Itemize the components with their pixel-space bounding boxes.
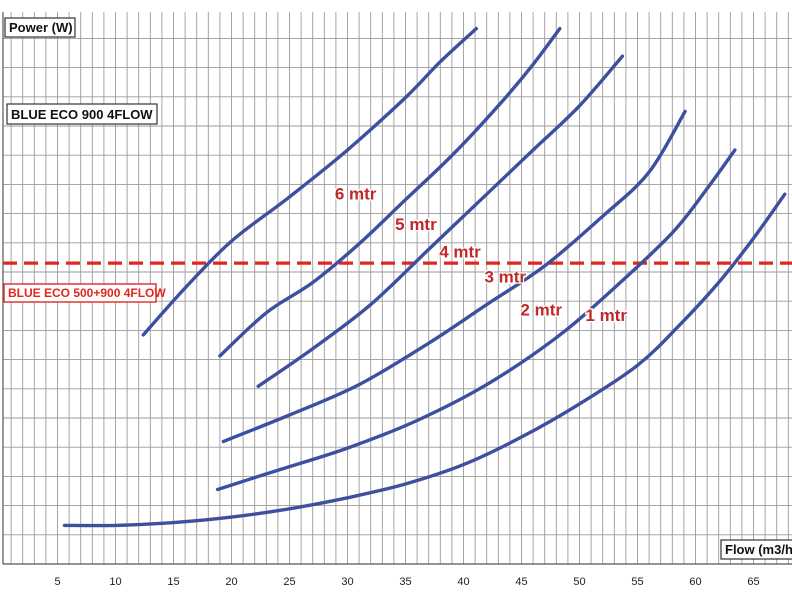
- x-tick-label: 60: [689, 576, 701, 588]
- x-tick-label: 65: [747, 576, 759, 588]
- curve-2-mtr: [215, 148, 737, 492]
- x-tick-label: 25: [283, 576, 295, 588]
- series-label-6-mtr: 6 mtr: [335, 185, 377, 204]
- x-tick-label: 45: [515, 576, 527, 588]
- series-label-3-mtr: 3 mtr: [484, 267, 526, 286]
- curve-5-mtr: [218, 26, 562, 358]
- label-boxes: Power (W) BLUE ECO 900 4FLOW BLUE ECO 500+…: [3, 17, 792, 560]
- series-label-1-mtr: 1 mtr: [585, 306, 627, 325]
- x-tick-label: 35: [399, 576, 411, 588]
- x-tick-label: 50: [573, 576, 585, 588]
- x-tick-label: 55: [631, 576, 643, 588]
- x-tick-label: 20: [225, 576, 237, 588]
- series-label-4-mtr: 4 mtr: [439, 243, 481, 262]
- y-axis-title: Power (W): [9, 20, 73, 35]
- series-label-2-mtr: 2 mtr: [520, 301, 562, 320]
- y-axis-title-box: [4, 17, 76, 38]
- curve-4-mtr: [256, 54, 625, 388]
- axes: 5 10 15 20 25 30 35 40 45 50 55 60 65: [2, 12, 792, 588]
- product-title: BLUE ECO 900 4FLOW: [11, 107, 153, 122]
- reference-line-label: BLUE ECO 500+900 4FLOW: [8, 286, 166, 300]
- x-tick-label: 5: [54, 576, 60, 588]
- x-tick-label: 30: [341, 576, 353, 588]
- series-label-5-mtr: 5 mtr: [395, 215, 437, 234]
- x-tick-label: 40: [457, 576, 469, 588]
- x-tick-label: 10: [109, 576, 121, 588]
- x-tick-label: 15: [167, 576, 179, 588]
- curve-3-mtr: [221, 109, 687, 444]
- curve-6-mtr: [141, 26, 478, 337]
- x-axis-title-box: [720, 539, 792, 560]
- reference-line-label-box: [3, 283, 157, 303]
- x-axis-title: Flow (m3/h): [725, 542, 792, 557]
- product-title-box: [6, 103, 158, 125]
- curve-1-mtr: [62, 192, 787, 528]
- series-curves: [62, 26, 787, 528]
